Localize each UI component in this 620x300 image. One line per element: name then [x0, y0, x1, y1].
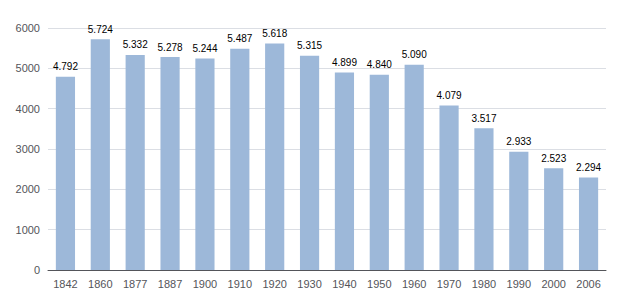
- svg-text:3000: 3000: [16, 143, 40, 155]
- svg-text:6000: 6000: [16, 22, 40, 34]
- svg-text:4.899: 4.899: [332, 57, 357, 68]
- svg-text:1920: 1920: [262, 278, 286, 290]
- svg-text:1950: 1950: [367, 278, 391, 290]
- svg-text:1960: 1960: [402, 278, 426, 290]
- svg-text:4.079: 4.079: [437, 90, 462, 101]
- svg-text:1930: 1930: [297, 278, 321, 290]
- svg-text:1000: 1000: [16, 224, 40, 236]
- svg-text:2.523: 2.523: [541, 153, 566, 164]
- svg-text:1860: 1860: [88, 278, 112, 290]
- svg-text:1940: 1940: [332, 278, 356, 290]
- svg-text:5.487: 5.487: [227, 33, 252, 44]
- svg-text:1980: 1980: [472, 278, 496, 290]
- svg-text:5.618: 5.618: [262, 28, 287, 39]
- svg-text:3.517: 3.517: [471, 113, 496, 124]
- svg-text:1990: 1990: [507, 278, 531, 290]
- svg-text:1842: 1842: [53, 278, 77, 290]
- svg-text:2000: 2000: [541, 278, 565, 290]
- svg-text:2006: 2006: [576, 278, 600, 290]
- svg-text:1910: 1910: [228, 278, 252, 290]
- svg-text:5.090: 5.090: [402, 49, 427, 60]
- svg-text:5.315: 5.315: [297, 40, 322, 51]
- svg-text:0: 0: [34, 264, 40, 276]
- svg-text:2.933: 2.933: [506, 136, 531, 147]
- svg-text:5.278: 5.278: [158, 42, 183, 53]
- svg-text:5000: 5000: [16, 62, 40, 74]
- svg-text:4.792: 4.792: [53, 61, 78, 72]
- svg-text:1900: 1900: [193, 278, 217, 290]
- svg-text:4.840: 4.840: [367, 59, 392, 70]
- svg-text:2.294: 2.294: [576, 162, 601, 173]
- svg-text:5.332: 5.332: [123, 39, 148, 50]
- svg-text:5.244: 5.244: [192, 43, 217, 54]
- svg-text:1887: 1887: [158, 278, 182, 290]
- svg-text:1877: 1877: [123, 278, 147, 290]
- svg-text:4000: 4000: [16, 103, 40, 115]
- svg-text:2000: 2000: [16, 183, 40, 195]
- svg-text:5.724: 5.724: [88, 24, 113, 35]
- svg-text:1970: 1970: [437, 278, 461, 290]
